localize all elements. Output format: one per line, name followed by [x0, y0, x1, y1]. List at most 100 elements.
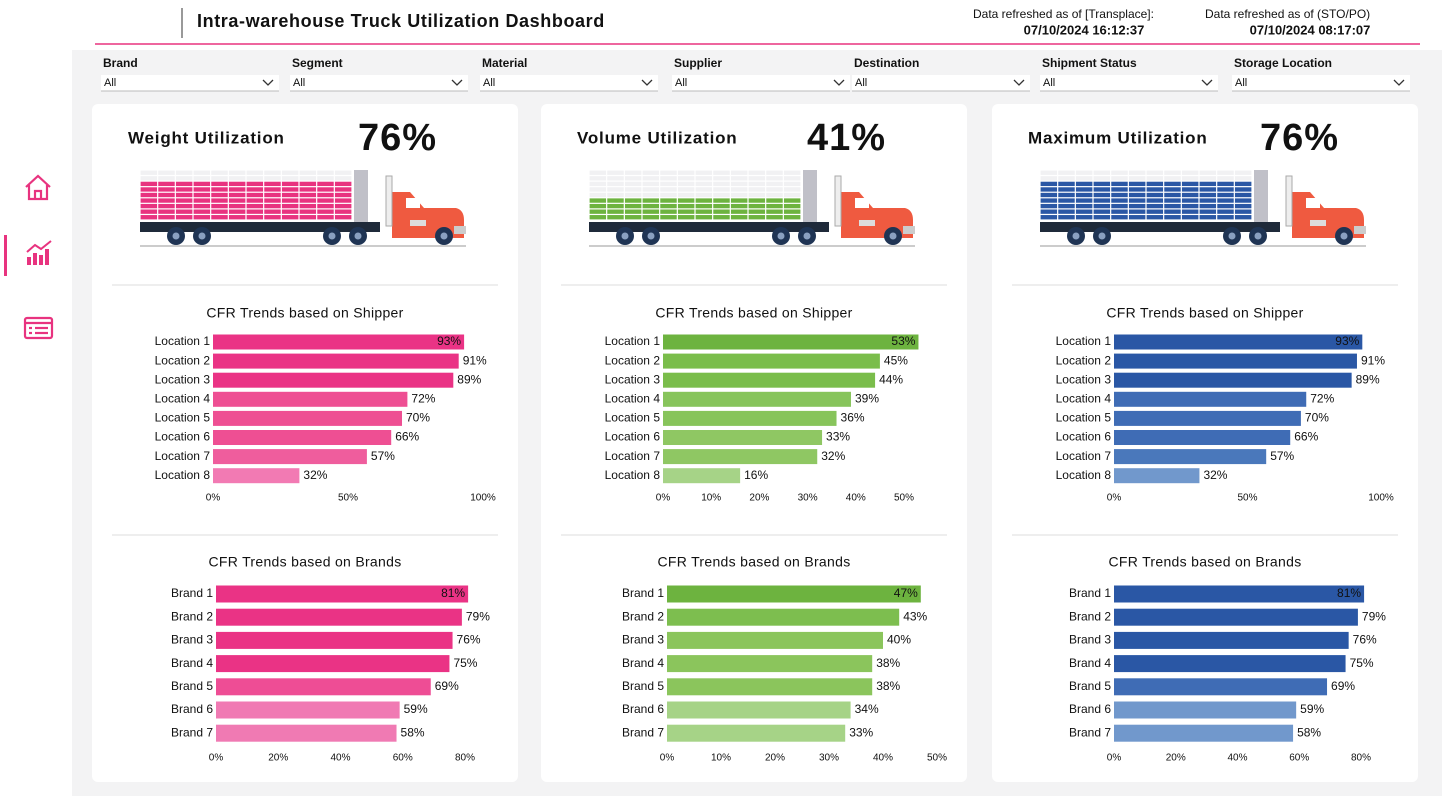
bar [1114, 608, 1358, 626]
value-label: 44% [879, 372, 903, 386]
crate [1146, 203, 1164, 209]
crate [1164, 176, 1181, 181]
crate [281, 198, 299, 203]
crate [1217, 198, 1234, 203]
crate [281, 181, 299, 187]
category-label: Location 4 [155, 391, 211, 405]
crate [158, 181, 175, 187]
filter-dropdown[interactable]: All [1040, 75, 1218, 92]
crate [766, 203, 783, 209]
crate [1111, 176, 1128, 181]
kpi-value: 41% [807, 117, 886, 159]
crate [175, 198, 193, 203]
nav-report[interactable] [23, 316, 54, 340]
nav-home[interactable] [25, 174, 51, 201]
category-label: Location 3 [605, 372, 661, 386]
crate [299, 209, 317, 214]
crate [264, 187, 281, 192]
x-tick-label: 30% [798, 493, 818, 504]
crate [228, 203, 246, 209]
hub [1228, 232, 1236, 240]
refresh-label: Data refreshed as of [Transplace]: [973, 7, 1154, 21]
category-label: Brand 2 [1069, 609, 1111, 623]
crate [1058, 215, 1075, 220]
crate [766, 176, 783, 181]
crate [748, 209, 766, 214]
crate [281, 203, 299, 209]
dropdown-box [672, 75, 850, 91]
category-label: Brand 1 [622, 586, 664, 600]
category-label: Brand 5 [171, 679, 213, 693]
filter-dropdown[interactable]: All [290, 75, 468, 92]
bumper [1354, 226, 1366, 234]
crate [783, 192, 801, 198]
crate [607, 192, 624, 198]
filter-dropdown[interactable]: All [672, 75, 850, 92]
crate [299, 181, 317, 187]
crate [175, 203, 193, 209]
trailer-bed [589, 222, 829, 232]
crate [246, 198, 264, 203]
crate [1128, 176, 1146, 181]
crate [1128, 170, 1146, 175]
crate [1234, 209, 1252, 214]
crate [1234, 187, 1252, 192]
kpi-title: Volume Utilization [577, 128, 737, 147]
filter-dropdown[interactable]: All [480, 75, 658, 92]
category-label: Location 5 [1056, 411, 1112, 425]
crate [1040, 176, 1058, 181]
x-tick-label: 10% [701, 493, 721, 504]
crate [228, 176, 246, 181]
crate [677, 215, 695, 220]
crate [713, 181, 730, 187]
crate [1040, 187, 1058, 192]
kpi-title: Maximum Utilization [1028, 128, 1208, 147]
x-tick-label: 40% [873, 753, 893, 764]
crate [175, 181, 193, 187]
value-label: 32% [1203, 468, 1227, 482]
filter-dropdown[interactable]: All [852, 75, 1030, 92]
crate [246, 176, 264, 181]
crate [642, 192, 660, 198]
bar [667, 585, 921, 603]
crate [317, 192, 334, 198]
cab-window [1306, 198, 1320, 208]
filter-dropdown[interactable]: All [1232, 75, 1410, 92]
bar [216, 631, 453, 649]
crate [1164, 203, 1181, 209]
crate [607, 198, 624, 203]
crate [695, 215, 713, 220]
crate [193, 176, 211, 181]
crate [677, 170, 695, 175]
crate [211, 198, 228, 203]
crate [695, 203, 713, 209]
exhaust [1285, 175, 1293, 227]
crate [175, 209, 193, 214]
crate [264, 176, 281, 181]
crate [1217, 187, 1234, 192]
header-bar [72, 0, 1442, 50]
exhaust [834, 175, 842, 227]
nav-analytics[interactable] [26, 240, 52, 265]
crate [624, 176, 642, 181]
crate [264, 181, 281, 187]
crate [175, 192, 193, 198]
bar [663, 410, 837, 426]
crate [730, 203, 748, 209]
crate [1234, 215, 1252, 220]
filter-dropdown[interactable]: All [101, 75, 279, 92]
crate [264, 192, 281, 198]
crate [766, 170, 783, 175]
value-label: 72% [1310, 391, 1334, 405]
dropdown-chevron [1201, 79, 1213, 86]
crate [1058, 209, 1075, 214]
crate [281, 192, 299, 198]
crate [589, 215, 607, 220]
crate [1146, 176, 1164, 181]
x-tick-label: 20% [765, 753, 785, 764]
crate [140, 203, 158, 209]
bar [1114, 585, 1365, 603]
crate [1181, 181, 1199, 187]
crate [1181, 187, 1199, 192]
crate [1199, 209, 1217, 214]
